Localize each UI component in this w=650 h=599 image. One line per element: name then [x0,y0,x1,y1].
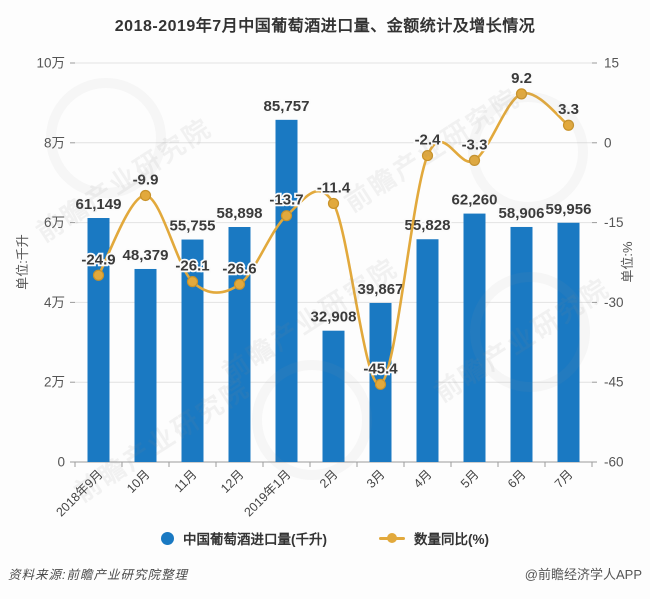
line-point [139,189,152,202]
line-value-label: -24.9 [81,251,115,268]
x-axis-category-label: 10月 [124,467,153,496]
app-credit: @前瞻经济学人APP [524,567,642,582]
legend-item-import-volume: 中国葡萄酒进口量(千升) [161,528,327,548]
bar-value-label: 59,956 [546,201,592,218]
bar [275,119,298,463]
right-axis-tick-label: 0 [604,135,612,150]
line-point [327,197,340,210]
right-axis-tick-label: 15 [604,56,619,71]
x-axis-category-label: 2019年1月 [241,467,293,519]
bar [87,218,110,462]
line-value-label: -2.4 [415,132,442,149]
line-value-label: -13.7 [269,192,303,209]
x-axis-category-label: 6月 [505,467,529,491]
x-axis-category-label: 11月 [172,467,200,495]
chart-plot-area: 10万 15 8万 0 6万 -15 4万 -30 2万 -45 0 -60 2018年9月 10月 11月… [15,56,635,520]
left-axis-tick-label: 0 [57,455,65,470]
line-value-label: 3.3 [558,101,579,118]
source-note: 资料来源:前瞻产业研究院整理 [8,568,188,582]
line-point [374,378,387,390]
line-point [562,119,575,131]
x-axis-category-label: 3月 [364,467,388,491]
bar-value-label: 32,908 [311,309,357,326]
left-axis-tick-label: 8万 [44,135,65,150]
line-series-swatch-icon [379,533,405,543]
bar [228,226,251,462]
bar [322,330,345,462]
x-axis-category-label: 12月 [218,467,247,496]
line-value-label: -3.3 [462,136,488,153]
left-axis-tick-label: 10万 [36,56,65,71]
bar [134,268,157,462]
x-axis-category-label: 7月 [552,467,576,491]
left-axis-tick-label: 4万 [44,295,65,310]
bar [463,213,486,462]
line-value-label: -26.1 [175,258,209,275]
line-value-label: -26.6 [222,260,256,277]
bar [510,226,533,462]
legend-label-yoy-growth: 数量同比(%) [414,532,489,547]
line-value-label: -9.9 [133,171,159,188]
bar [557,222,580,462]
left-axis-tick-label: 6万 [44,215,65,230]
bar-value-label: 62,260 [452,192,498,209]
bar-value-label: 39,867 [358,281,404,298]
bar-series-swatch-icon [161,531,174,545]
x-axis-category-label: 4月 [411,467,435,491]
line-point [468,154,481,166]
legend-item-yoy-growth: 数量同比(%) [379,528,489,548]
line-point [421,149,434,162]
right-axis-tick-label: -30 [604,295,624,310]
bar-value-label: 58,906 [499,205,545,222]
bar-value-label: 55,755 [170,218,216,235]
right-axis-title: 单位:% [620,241,635,283]
left-axis-tick-label: 2万 [44,375,65,390]
line-point [515,88,528,100]
line-value-label: 9.2 [511,70,532,87]
right-axis-tick-label: -45 [604,375,624,390]
chart-title: 2018-2019年7月中国葡萄酒进口量、金额统计及增长情况 [114,18,536,35]
x-axis-category-label: 2018年9月 [53,467,105,519]
line-series: -24.9 -9.9 -26.1 -26.6 -13.7 -11.4 -45.4 -2.4 -3… [80,68,581,390]
bar-value-label: 55,828 [405,217,451,234]
legend-label-import-volume: 中国葡萄酒进口量(千升) [183,532,327,547]
line-value-label: -45.4 [363,360,398,377]
bar-value-label: 48,379 [123,247,169,264]
right-axis-tick-label: -60 [604,455,624,470]
line-point [280,210,293,222]
bar-value-label: 85,757 [264,98,310,115]
x-axis-category-label: 5月 [458,467,482,491]
bar-value-label: 58,898 [217,205,263,222]
bar-value-label: 61,149 [76,196,122,213]
chart-legend: 中国葡萄酒进口量(千升) 数量同比(%) [0,528,650,548]
right-axis-tick-label: -15 [604,215,624,230]
gridlines [70,62,597,467]
bar [416,239,439,462]
line-value-label: -11.4 [317,179,351,196]
bar [181,239,204,462]
line-point [186,276,199,288]
x-axis-category-label: 2月 [317,467,341,491]
left-axis-title: 单位:千升 [15,234,30,290]
line-point [233,278,246,290]
line-point [92,269,105,281]
chart-footer: 资料来源:前瞻产业研究院整理 @前瞻经济学人APP [8,564,642,583]
line-series-dot-icon [387,533,397,543]
